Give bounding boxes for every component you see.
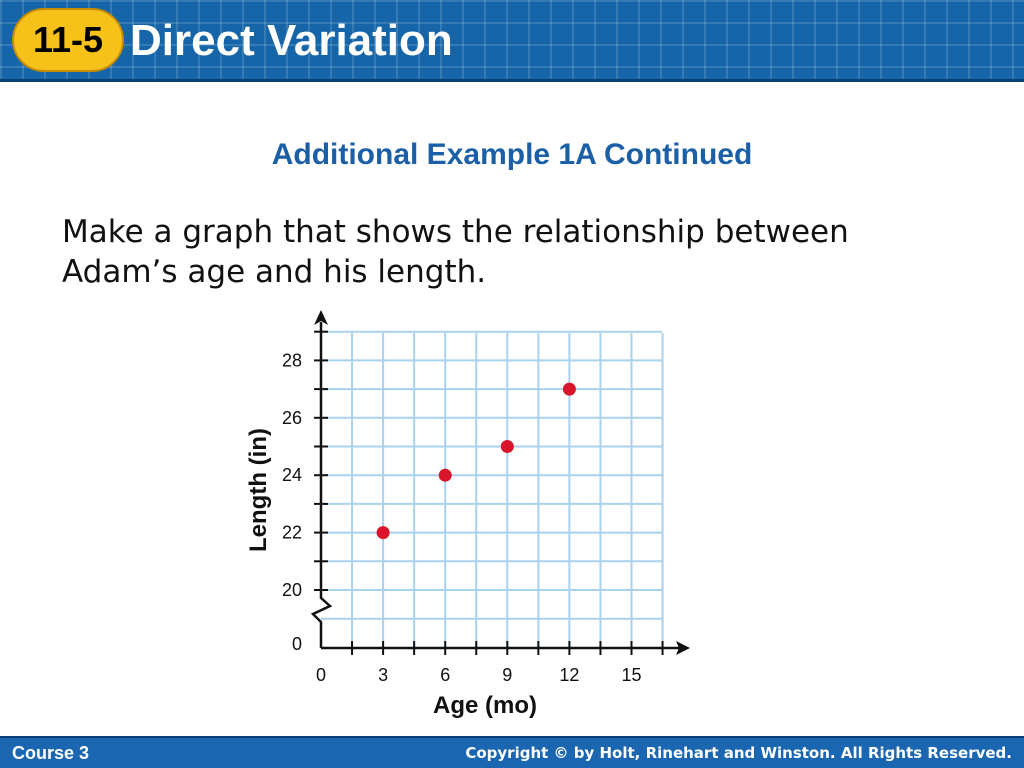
chart-axes (310, 310, 690, 655)
data-point (376, 526, 390, 540)
x-tick-label: 6 (440, 665, 450, 685)
data-point (562, 382, 576, 396)
chart-points (376, 382, 576, 540)
data-point (438, 468, 452, 482)
y-tick-label: 24 (282, 465, 302, 485)
copyright-text: Copyright © by Holt, Rinehart and Winsto… (465, 744, 1012, 762)
footer-bar: Course 3 Copyright © by Holt, Rinehart a… (0, 736, 1024, 768)
y-axis-line (310, 322, 333, 648)
x-tick-label: 15 (621, 665, 641, 685)
header-bar: 11-5 Direct Variation (0, 0, 1024, 82)
course-label: Course 3 (12, 743, 90, 763)
data-point (500, 440, 514, 453)
y-axis-label: Length (in) (245, 428, 272, 552)
instruction-text: Make a graph that shows the relationship… (62, 212, 962, 292)
instruction-line-2: Adam’s age and his length. (62, 254, 487, 290)
y-tick-label: 28 (282, 350, 302, 370)
x-tick-label: 9 (502, 665, 512, 685)
x-tick-label: 3 (378, 665, 388, 685)
y-tick-label: 22 (282, 523, 302, 543)
instruction-line-1: Make a graph that shows the relationship… (62, 214, 849, 250)
chart-tick-labels: 0 3 6 9 12 15 0 20 22 24 26 28 (282, 350, 642, 685)
y-tick-label: 26 (282, 408, 302, 428)
example-subtitle: Additional Example 1A Continued (271, 138, 753, 171)
lesson-badge: 11-5 (12, 8, 124, 72)
x-axis-label: Age (mo) (433, 692, 537, 719)
y-tick-label: 0 (292, 634, 302, 654)
chart-grid (321, 330, 664, 648)
y-axis-arrow (314, 310, 328, 325)
y-tick-label: 20 (282, 580, 302, 600)
x-tick-label: 12 (559, 665, 579, 685)
lesson-title: Direct Variation (130, 16, 453, 65)
x-tick-label: 0 (316, 665, 326, 685)
x-axis-arrow (676, 641, 690, 655)
